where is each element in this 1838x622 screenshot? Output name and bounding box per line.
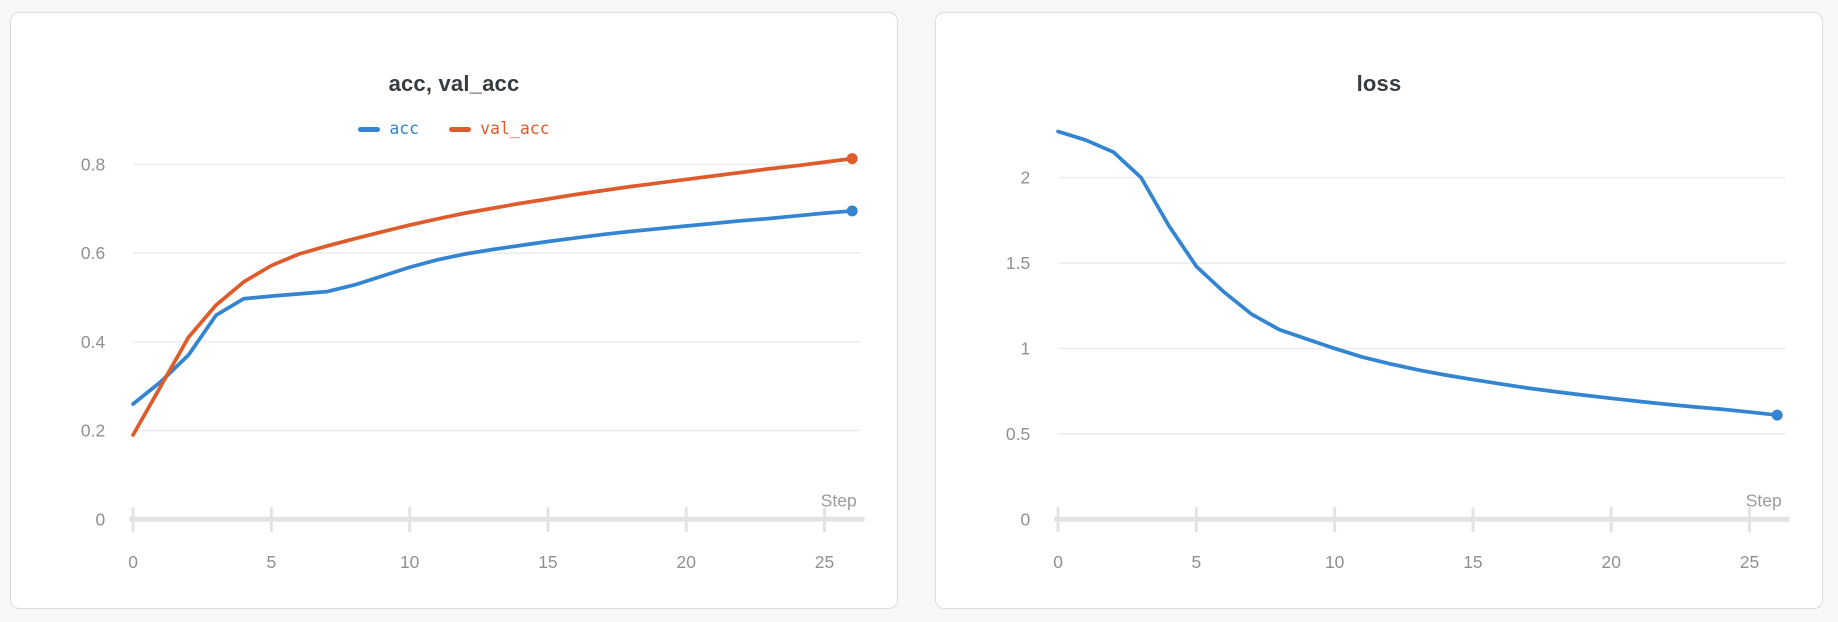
y-tick-label: 0.4: [81, 332, 106, 352]
x-tick-label: 5: [1192, 552, 1202, 572]
series-endpoint-val_acc: [846, 153, 858, 165]
x-tick-label: 15: [538, 552, 557, 572]
series-endpoint-loss: [1771, 409, 1783, 421]
legend-dash-icon: [358, 126, 381, 132]
y-tick-label: 0.2: [81, 421, 105, 441]
x-tick-label: 20: [677, 552, 697, 572]
chart-canvas-acc-val-acc[interactable]: 0 0.2 0.4 0.6 0.8 0 5 10 15 20 25 Step: [11, 13, 897, 608]
legend-item-val_acc: val_acc: [449, 119, 550, 138]
series-line-acc: [131, 209, 855, 406]
x-tick-label: 25: [815, 552, 834, 572]
x-tick-label: 10: [400, 552, 420, 572]
chart-panel-loss[interactable]: loss 0 0.5 1 1.5 2 0 5 10 15 20 25 Step: [935, 12, 1823, 609]
y-tick-label: 2: [1020, 168, 1030, 188]
chart-title-loss: loss: [1356, 71, 1402, 96]
x-tick-label: 0: [1053, 552, 1063, 572]
legend-label: val_acc: [480, 119, 550, 138]
legend-dash-icon: [449, 126, 472, 132]
x-tick-label: 20: [1602, 552, 1622, 572]
y-tick-label: 0: [1020, 509, 1030, 529]
y-tick-label: 1.5: [1006, 253, 1030, 273]
x-tick-label: 25: [1740, 552, 1759, 572]
legend-item-acc: acc: [358, 119, 420, 138]
y-tick-label: 0.8: [81, 154, 105, 174]
series-line-loss: [1056, 129, 1780, 417]
y-tick-label: 0.6: [81, 243, 105, 263]
y-tick-label: 0.5: [1006, 424, 1030, 444]
y-tick-label: 1: [1020, 338, 1030, 358]
chart-legend: acc val_acc: [11, 119, 897, 138]
x-tick-label: 15: [1463, 552, 1482, 572]
series-endpoint-acc: [846, 205, 858, 217]
y-tick-label: 0: [95, 509, 105, 529]
x-axis-label: Step: [821, 490, 857, 510]
series-line-val_acc: [131, 156, 855, 437]
chart-panel-acc-val-acc[interactable]: acc, val_acc acc val_acc 0 0.2 0.4 0.6 0.8 0 5 1…: [10, 12, 898, 609]
x-tick-label: 10: [1325, 552, 1345, 572]
chart-title-acc-val-acc: acc, val_acc: [388, 71, 520, 96]
x-tick-label: 0: [128, 552, 138, 572]
x-tick-label: 5: [267, 552, 277, 572]
legend-label: acc: [389, 119, 420, 138]
x-axis-label: Step: [1746, 490, 1782, 510]
